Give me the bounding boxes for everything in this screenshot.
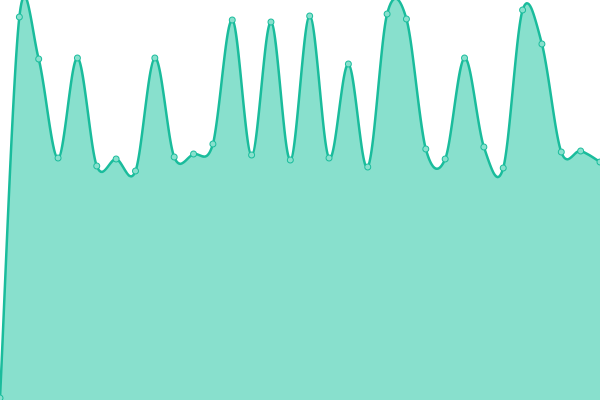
data-point bbox=[15, 13, 23, 21]
data-point bbox=[267, 18, 275, 26]
data-point bbox=[538, 40, 546, 48]
data-point bbox=[228, 16, 236, 24]
data-point bbox=[519, 6, 527, 14]
data-point bbox=[577, 147, 585, 155]
data-point bbox=[190, 150, 198, 158]
data-point bbox=[557, 148, 565, 156]
data-point bbox=[499, 164, 507, 172]
data-point bbox=[422, 145, 430, 153]
data-point bbox=[170, 153, 178, 161]
data-point bbox=[73, 54, 81, 62]
data-point bbox=[112, 155, 120, 163]
data-point bbox=[325, 154, 333, 162]
data-point bbox=[461, 54, 469, 62]
data-point bbox=[402, 15, 410, 23]
data-point bbox=[383, 10, 391, 18]
data-point bbox=[480, 143, 488, 151]
data-point bbox=[441, 155, 449, 163]
data-point bbox=[209, 140, 217, 148]
data-point bbox=[0, 394, 4, 400]
data-point bbox=[248, 151, 256, 159]
data-point bbox=[151, 54, 159, 62]
data-point bbox=[364, 163, 372, 171]
data-point bbox=[286, 156, 294, 164]
data-point bbox=[131, 167, 139, 175]
data-point bbox=[35, 55, 43, 63]
data-point bbox=[54, 154, 62, 162]
data-point bbox=[596, 158, 600, 166]
data-point bbox=[344, 60, 352, 68]
data-point bbox=[93, 162, 101, 170]
data-point bbox=[306, 12, 314, 20]
